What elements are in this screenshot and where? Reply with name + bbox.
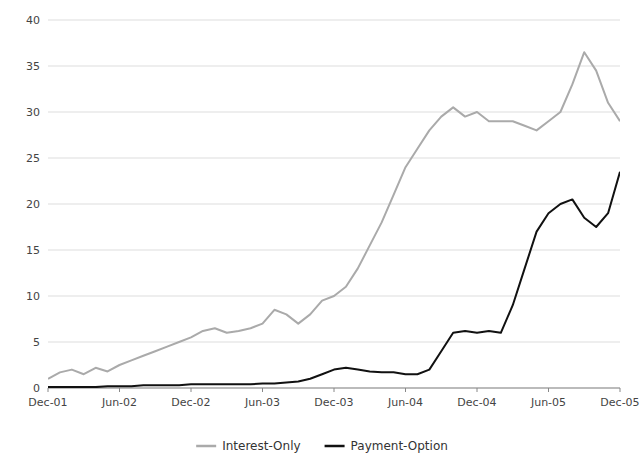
x-tick xyxy=(119,388,120,392)
legend-item: Interest-Only xyxy=(196,439,300,453)
x-tick-label: Jun-04 xyxy=(387,396,423,409)
y-tick-label: 30 xyxy=(26,106,40,119)
y-tick-label: 10 xyxy=(26,290,40,303)
legend: Interest-Only Payment-Option xyxy=(196,439,448,453)
x-tick-label: Dec-02 xyxy=(171,396,210,409)
y-tick-label: 40 xyxy=(26,14,40,27)
x-tick xyxy=(191,388,192,392)
x-tick-label: Dec-05 xyxy=(600,396,639,409)
grid-line xyxy=(48,250,620,251)
legend-label: Interest-Only xyxy=(222,439,300,453)
series-line xyxy=(48,172,620,387)
grid-line xyxy=(48,342,620,343)
grid-line xyxy=(48,158,620,159)
y-tick-label: 0 xyxy=(33,382,40,395)
y-tick-label: 5 xyxy=(33,336,40,349)
grid-line xyxy=(48,66,620,67)
y-tick-label: 35 xyxy=(26,60,40,73)
x-tick xyxy=(548,388,549,392)
x-tick-label: Dec-04 xyxy=(457,396,496,409)
legend-label: Payment-Option xyxy=(351,439,448,453)
grid-line xyxy=(48,112,620,113)
x-tick-label: Dec-03 xyxy=(314,396,353,409)
y-tick-label: 20 xyxy=(26,198,40,211)
x-tick xyxy=(262,388,263,392)
legend-swatch xyxy=(196,445,216,448)
x-tick-label: Jun-05 xyxy=(530,396,566,409)
x-tick xyxy=(48,388,49,392)
x-tick xyxy=(477,388,478,392)
x-tick-label: Dec-01 xyxy=(28,396,67,409)
grid xyxy=(48,20,620,388)
grid-line xyxy=(48,20,620,21)
x-tick xyxy=(405,388,406,392)
x-tick xyxy=(334,388,335,392)
y-tick-label: 25 xyxy=(26,152,40,165)
y-tick-label: 15 xyxy=(26,244,40,257)
plot-area xyxy=(48,52,620,387)
legend-swatch xyxy=(325,445,345,448)
chart: 0 5 10 15 20 25 30 35 40 Dec-01 Jun-02 Dec-02 Jun-03… xyxy=(0,0,644,468)
x-tick xyxy=(620,388,621,392)
x-tick-label: Jun-02 xyxy=(101,396,137,409)
series-line xyxy=(48,52,620,379)
legend-item: Payment-Option xyxy=(325,439,448,453)
x-tick-label: Jun-03 xyxy=(244,396,280,409)
grid-line xyxy=(48,204,620,205)
